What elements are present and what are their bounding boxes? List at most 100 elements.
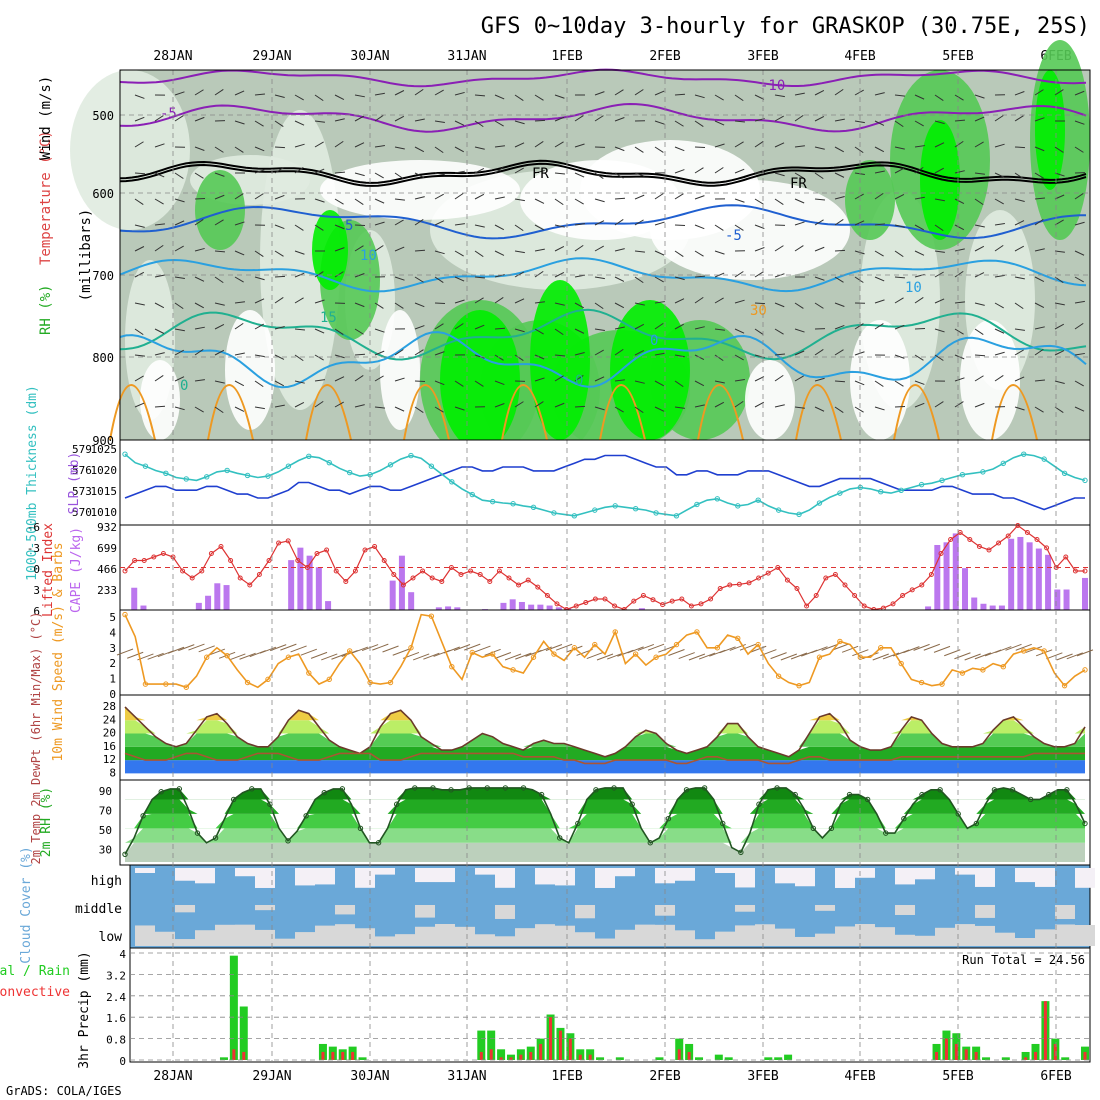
wind-barb [334, 328, 344, 335]
pressure-tick-label: 500 [92, 109, 114, 123]
pressure-tick-label: 700 [92, 269, 114, 283]
contour-label: 5 [345, 218, 353, 234]
wind-barb [974, 116, 985, 122]
wind-barb [754, 171, 766, 174]
wind-barb [394, 172, 404, 180]
wind-barb [964, 653, 981, 661]
wind-barb [894, 354, 905, 359]
wind-barb [434, 89, 444, 96]
wind-barb [354, 273, 365, 278]
wind-barb [354, 142, 365, 148]
precip-tick-label: 2.4 [106, 991, 126, 1004]
wind-barb [654, 322, 664, 330]
cloud-high [955, 868, 975, 875]
cape-bar [989, 605, 996, 610]
bottom-day-label: 6FEB [1040, 1069, 1071, 1084]
wind-barb [174, 245, 184, 252]
wind-barb [555, 643, 573, 651]
wind-barb [1034, 146, 1045, 152]
wind-speed-line [124, 613, 1086, 689]
lifted-index-marker [948, 537, 954, 542]
wind-barb [154, 115, 164, 122]
wind-barb [714, 94, 724, 101]
slp-axis-label: SLP (mb) [67, 452, 82, 515]
wind-barb [214, 172, 225, 177]
temperature-contour [119, 159, 1087, 184]
wind-barb [134, 198, 144, 206]
wind-barb [1074, 146, 1084, 153]
wind-barb [134, 141, 144, 148]
precip-convective-bar [489, 1049, 493, 1060]
wind-barb [474, 297, 484, 304]
wind-barb [854, 276, 864, 283]
wind-barb [1014, 276, 1025, 280]
wind-barb [434, 250, 445, 255]
cloud-low [515, 928, 535, 946]
wind-barb [714, 354, 724, 362]
wind-barb [254, 406, 265, 410]
lifted-index-marker [468, 568, 474, 574]
wind-barb [914, 402, 925, 408]
precip-convective-bar [242, 1051, 246, 1060]
cape-bar [546, 605, 553, 610]
wind-barb [1034, 218, 1044, 226]
bottom-day-label: 1FEB [551, 1069, 582, 1084]
bottom-day-label: 28JAN [153, 1069, 192, 1084]
wind-barb [229, 653, 246, 661]
wind-barb [714, 120, 725, 126]
precip-convective-bar [578, 1054, 582, 1060]
wind-barb [234, 276, 244, 283]
wind-barb [514, 167, 524, 174]
wind-barb [1014, 220, 1025, 226]
lifted-index-marker [900, 593, 906, 598]
lifted-index-marker [256, 572, 262, 577]
cloud-middle [575, 905, 595, 919]
wind-barb [414, 146, 425, 153]
lifted-index-marker [612, 603, 618, 609]
cloud-low [455, 926, 475, 946]
precip-total-bar [239, 1006, 248, 1060]
wind-barb [634, 350, 645, 356]
wind-barb [394, 198, 405, 201]
cape-bar [638, 608, 645, 610]
lifted-index-marker [708, 596, 714, 602]
top-day-label: 3FEB [747, 49, 778, 64]
wind-barb [434, 172, 445, 176]
wind-barb [634, 172, 645, 177]
precip-total-bar [764, 1057, 773, 1060]
cloud-low [935, 927, 955, 946]
wind-barb [354, 94, 365, 98]
top-day-label: 31JAN [447, 49, 486, 64]
cloud-middle [335, 905, 355, 915]
wind-barb [314, 168, 325, 174]
cape-bar [205, 595, 212, 610]
precip-convective-bar [519, 1054, 523, 1060]
wind-barb [914, 120, 924, 127]
wind-barb [474, 167, 485, 174]
wind-barb [654, 90, 665, 96]
temperature-band [125, 707, 1085, 721]
wind-barb [794, 92, 805, 96]
wind-barb [274, 250, 284, 257]
wind-barb [894, 324, 905, 330]
wind-barb [794, 406, 805, 409]
wind-barb [594, 220, 605, 226]
wind-barb [780, 653, 798, 661]
rh-area [850, 320, 910, 440]
wind-barb [894, 167, 905, 174]
lifted-index-marker [400, 582, 406, 588]
wind-barb [614, 276, 625, 282]
wind-barb [934, 401, 944, 408]
wind-barb [1076, 649, 1094, 657]
precip-convective-bar [964, 1049, 968, 1060]
wind-barb [534, 119, 546, 122]
wind-barb [934, 167, 944, 174]
cloud-middle [1055, 905, 1075, 919]
cloud-low [1035, 929, 1055, 946]
wind-barb [127, 651, 144, 659]
cloud-low [575, 932, 595, 946]
cape-bar [943, 542, 950, 610]
wind-barb [954, 328, 964, 335]
rh-marker [901, 815, 907, 822]
cloud-middle [175, 905, 195, 913]
